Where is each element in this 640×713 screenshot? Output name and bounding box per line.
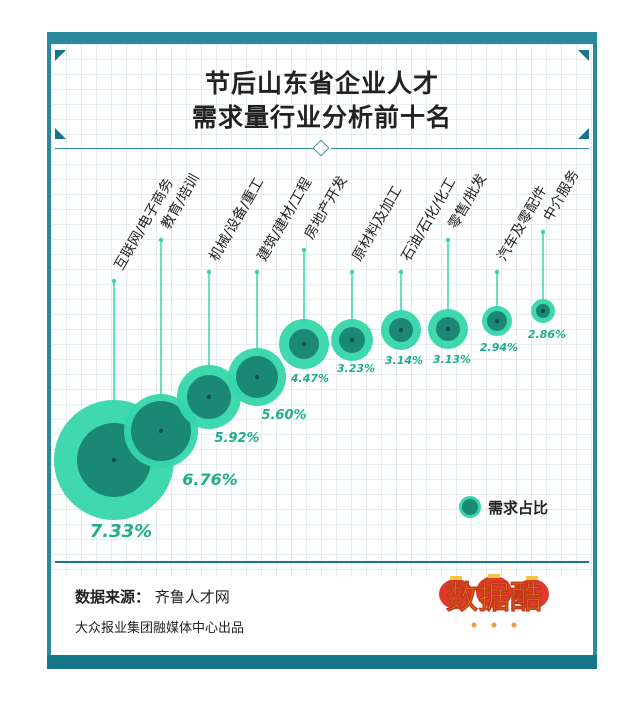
category-label: 汽车及零配件	[494, 183, 551, 264]
corner-triangle-bottom-right	[578, 128, 589, 139]
footer-divider	[55, 561, 589, 563]
data-label: 2.86%	[528, 328, 566, 341]
source-value: 齐鲁人才网	[154, 588, 230, 606]
bubble-center-dot	[254, 374, 260, 380]
bubble-center-dot	[398, 327, 404, 333]
category-label: 原材料及加工	[350, 183, 406, 264]
bubble-center-dot	[445, 326, 451, 332]
data-label: 7.33%	[90, 521, 152, 542]
corner-triangle-top-right	[578, 50, 589, 61]
logo-text: 数据酷	[446, 578, 542, 616]
chart-title-line-2: 需求量行业分析前十名	[191, 103, 452, 132]
connector-dot	[349, 269, 355, 275]
bubble-center-dot	[349, 337, 355, 343]
legend-marker	[462, 499, 478, 515]
lantern-decoration	[439, 574, 549, 628]
bottom-bar	[47, 655, 597, 669]
legend-label: 需求占比	[488, 499, 549, 517]
lantern-logo-icon: 数据酷	[439, 574, 549, 628]
connector-dot	[206, 269, 212, 275]
bubble-center-dot	[301, 341, 307, 347]
data-label: 6.76%	[182, 470, 238, 489]
connector-dot	[254, 269, 260, 275]
connector-dot	[494, 269, 500, 275]
connector-dot	[398, 269, 404, 275]
connector-dot	[445, 237, 451, 243]
data-label: 5.60%	[261, 408, 306, 423]
bubble-center-dot	[494, 318, 500, 324]
infographic-frame: 节后山东省企业人才 需求量行业分析前十名 7.33% 互联网/电子商务 6.76% 教…	[47, 32, 597, 669]
left-border	[47, 44, 51, 655]
connector-dot	[540, 229, 546, 235]
data-label: 5.92%	[214, 431, 259, 446]
bubble-chart: 7.33%互联网/电子商务6.76%教育/培训5.92%机械/设备/重工5.60…	[54, 168, 582, 542]
data-label: 3.13%	[433, 353, 471, 366]
data-label: 3.23%	[337, 362, 375, 375]
source-label: 数据来源：	[75, 588, 151, 606]
chart-title-line-1: 节后山东省企业人才	[204, 69, 439, 98]
bubble-center-dot	[158, 428, 164, 434]
publisher-credit: 大众报业集团融媒体中心出品	[75, 621, 245, 636]
top-bar	[47, 32, 597, 44]
right-border	[593, 44, 597, 655]
title-divider-right	[331, 148, 589, 149]
data-label: 4.47%	[290, 372, 329, 385]
corner-triangle-bottom-left	[55, 128, 66, 139]
connector-dot	[301, 247, 307, 253]
bubble-center-dot	[206, 394, 212, 400]
title-divider-left	[55, 148, 313, 149]
data-label: 2.94%	[480, 341, 518, 354]
corner-triangle-top-left	[55, 50, 66, 61]
connector-dot	[158, 237, 164, 243]
data-label: 3.14%	[385, 354, 423, 367]
connector-dot	[111, 278, 117, 284]
data-source: 数据来源： 齐鲁人才网	[75, 586, 230, 607]
bubble-center-dot	[111, 457, 117, 463]
bubble-center-dot	[540, 308, 546, 314]
